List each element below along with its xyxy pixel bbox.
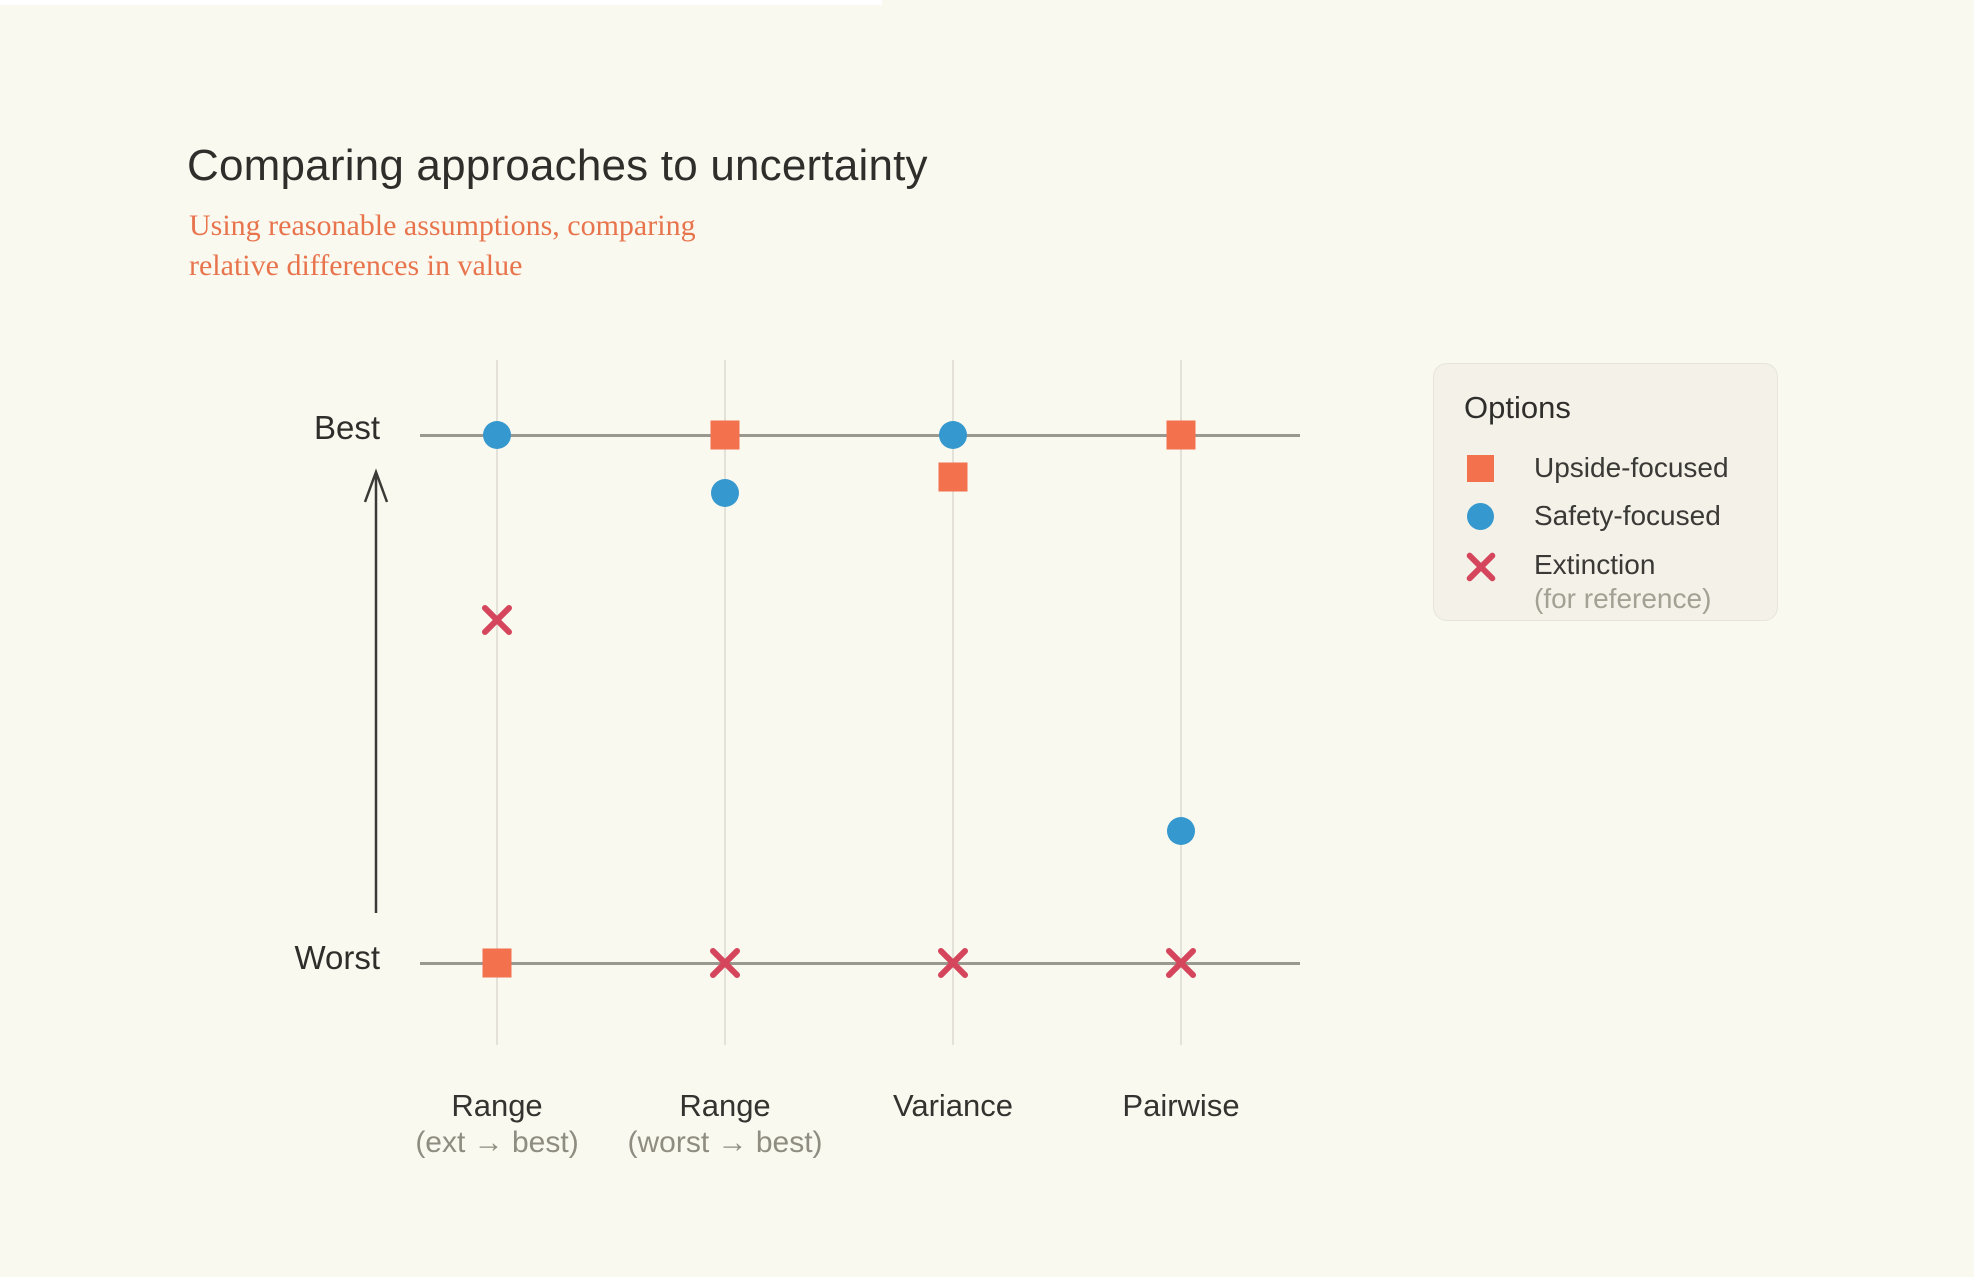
gridline-3 — [952, 360, 954, 1045]
marker-upside-focused-1 — [482, 948, 512, 978]
marker-extinction-3 — [936, 946, 970, 980]
x-axis-label-2: Range — [679, 1088, 771, 1123]
gridline-1 — [496, 360, 498, 1045]
page-subtitle: Using reasonable assumptions, comparing r… — [189, 206, 696, 286]
circle-marker-icon — [1467, 502, 1494, 530]
x-axis-sublabel-2: (worst → best) — [627, 1126, 823, 1159]
page-subtitle-line1: Using reasonable assumptions, comparing — [189, 209, 696, 242]
up-arrow-icon — [363, 468, 389, 913]
marker-extinction-1 — [480, 603, 514, 637]
marker-extinction-4 — [1164, 946, 1198, 980]
legend-title: Options — [1464, 390, 1571, 425]
legend-panel: Options Upside-focused Safety-focused Ex… — [1433, 363, 1778, 621]
marker-upside-focused-2 — [710, 420, 740, 450]
gridline-2 — [724, 360, 726, 1045]
marker-safety-focused-3 — [939, 421, 967, 449]
x-axis-label-3: Variance — [892, 1088, 1014, 1123]
marker-extinction-2 — [708, 946, 742, 980]
best-line — [420, 434, 1300, 437]
legend-item-sublabel: (for reference) — [1534, 583, 1712, 614]
legend-item-safety-focused: Safety-focused — [1464, 500, 1777, 532]
x-axis-sublabel-1: (ext → best) — [415, 1126, 579, 1159]
legend-item-extinction: Extinction (for reference) — [1464, 548, 1777, 616]
legend-item-label: Upside-focused — [1534, 452, 1729, 483]
legend-item-label: Extinction — [1534, 549, 1656, 580]
square-marker-icon — [1467, 454, 1494, 482]
marker-upside-focused-3 — [938, 462, 968, 492]
gridline-4 — [1180, 360, 1182, 1045]
y-axis-label-worst: Worst — [294, 939, 380, 976]
top-white-strip — [0, 0, 882, 5]
marker-safety-focused-2 — [711, 479, 739, 508]
y-axis-label-best: Best — [313, 409, 380, 446]
x-marker-icon — [1465, 551, 1497, 583]
legend-item-label: Safety-focused — [1534, 500, 1721, 531]
legend-item-upside-focused: Upside-focused — [1464, 452, 1777, 484]
worst-line — [420, 962, 1300, 965]
x-axis-label-4: Pairwise — [1122, 1088, 1240, 1123]
page-title: Comparing approaches to uncertainty — [187, 141, 928, 191]
marker-upside-focused-4 — [1166, 420, 1196, 450]
marker-safety-focused-4 — [1167, 817, 1195, 845]
page-subtitle-line2: relative differences in value — [189, 249, 523, 282]
marker-safety-focused-1 — [483, 421, 511, 449]
x-axis-label-1: Range — [451, 1088, 543, 1123]
